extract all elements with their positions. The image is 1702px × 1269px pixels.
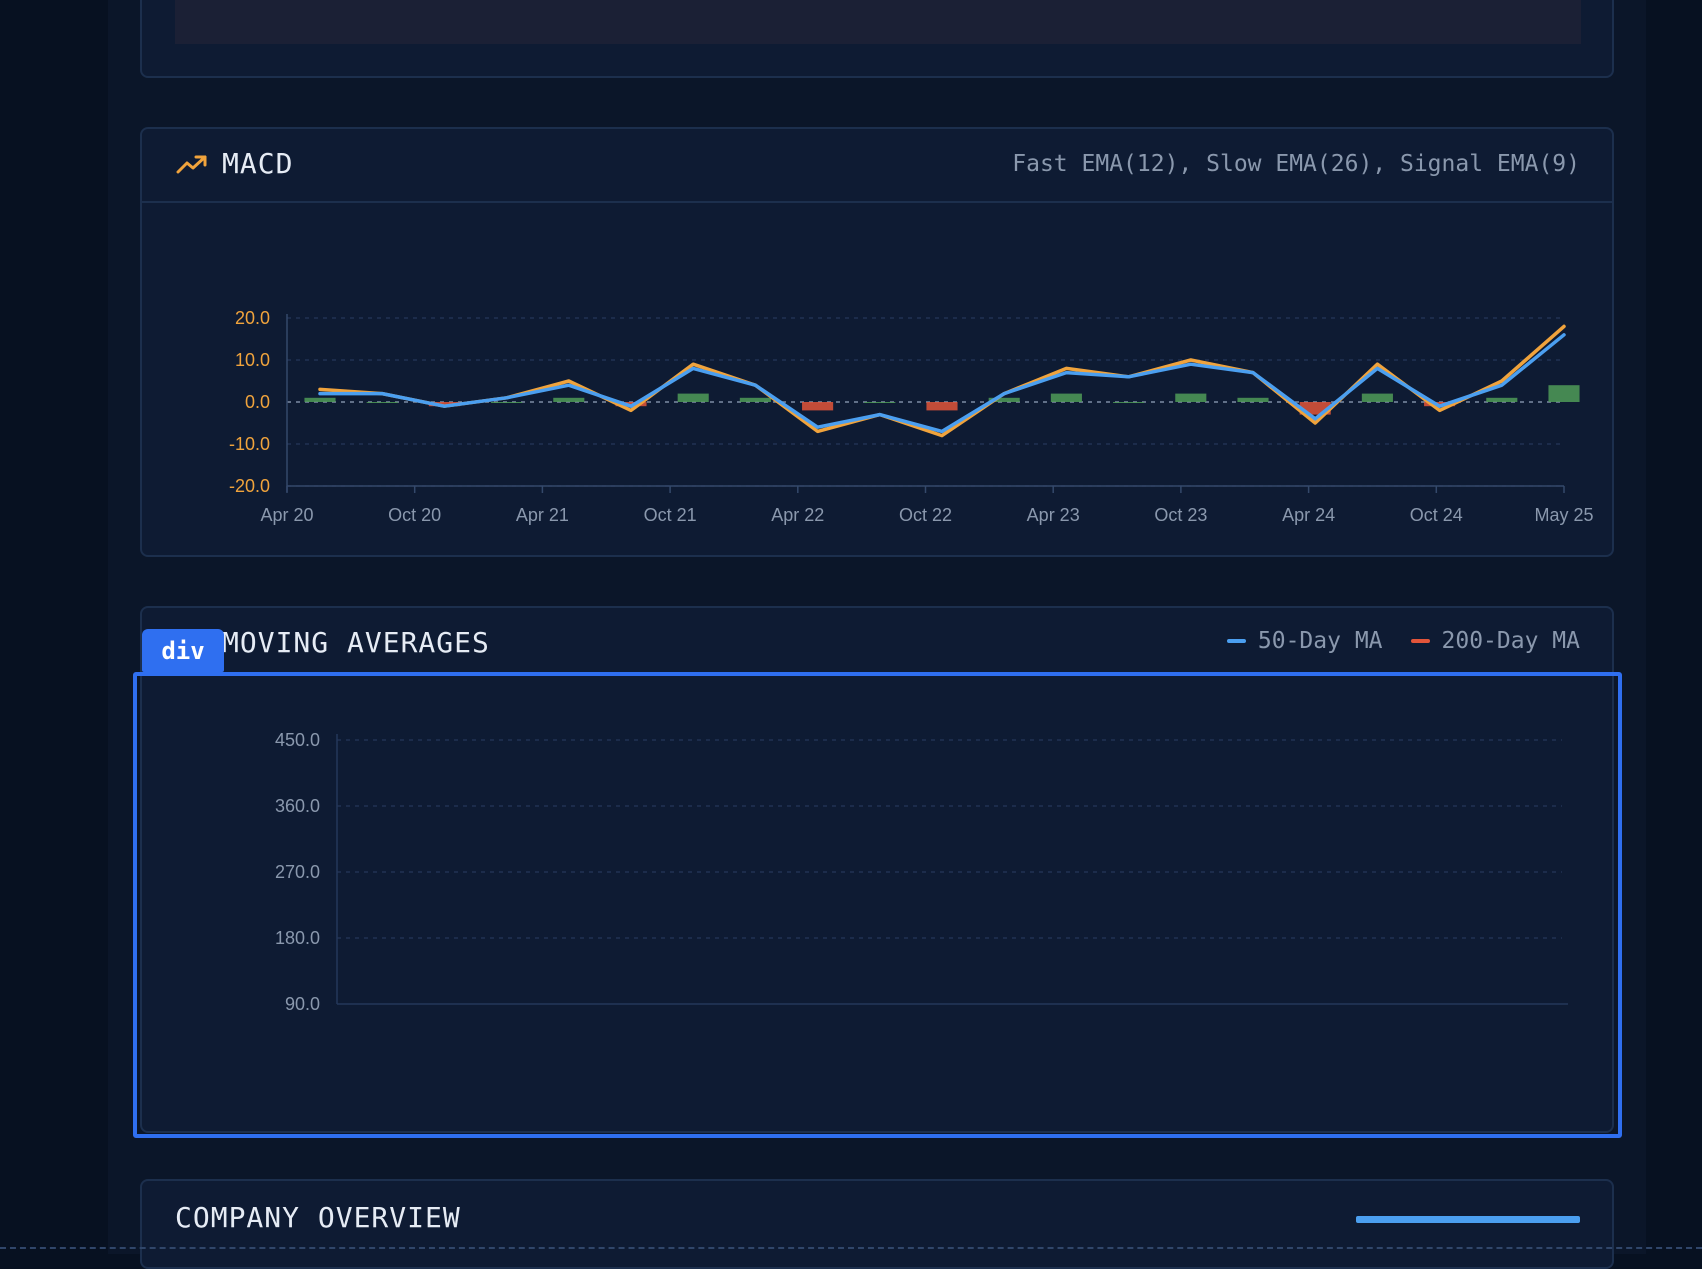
company-overview-card: COMPANY OVERVIEW (140, 1179, 1614, 1269)
histogram-bar (1424, 402, 1456, 407)
macd-title: MACD (222, 147, 294, 180)
histogram-bar (304, 397, 336, 402)
page-divider (0, 1247, 1702, 1249)
x-tick-label: Apr 23 (1027, 505, 1080, 525)
x-tick-label: May 25 (1534, 505, 1593, 525)
legend-swatch-50-day (1226, 639, 1246, 643)
macd-card-header: MACD Fast EMA(12), Slow EMA(26), Signal … (142, 129, 1612, 203)
y-tick-label: 270.0 (275, 862, 320, 882)
histogram-bar (926, 402, 958, 411)
macd-line (318, 324, 1566, 438)
histogram-bar (553, 397, 585, 402)
inspector-tag: div (142, 629, 224, 672)
histogram-bar (615, 402, 647, 407)
moving-averages-chart: 450.0 360.0 270.0 180.0 90.0 (275, 730, 1568, 1014)
histogram-bar (739, 397, 771, 402)
y-tick-label: 0.0 (245, 392, 270, 412)
trending-up-icon (176, 155, 207, 174)
y-tick-label: 10.0 (235, 350, 270, 370)
histogram-bar (864, 402, 896, 403)
y-tick-label: 180.0 (275, 928, 320, 948)
y-tick-label: -20.0 (229, 476, 270, 496)
histogram-bar (1050, 393, 1082, 402)
histogram-bar (988, 397, 1020, 402)
legend-item-50-day: 50-Day MA (1226, 628, 1383, 654)
macd-card: MACD Fast EMA(12), Slow EMA(26), Signal … (140, 127, 1614, 557)
legend-label-200-day: 200-Day MA (1441, 628, 1580, 654)
y-tick-label: 450.0 (275, 730, 320, 750)
x-tick-label: Apr 22 (771, 505, 824, 525)
inspector-highlight (133, 672, 1622, 1138)
company-overview-title: COMPANY OVERVIEW (175, 1201, 461, 1234)
moving-averages-card: MOVING AVERAGES 50-Day MA 200-Day MA 450… (140, 606, 1614, 1133)
histogram-bar (677, 393, 709, 402)
histogram-bar (1361, 393, 1393, 402)
histogram-bar (428, 402, 460, 407)
histogram-bar (1175, 393, 1207, 402)
signal-line (318, 333, 1566, 434)
macd-chart: 20.0 10.0 0.0 -10.0 -20.0 Apr 20 Oct 20 Apr 21 O… (229, 308, 1594, 525)
company-overview-bar (1356, 1216, 1580, 1223)
histogram-bar (366, 402, 398, 403)
y-tick-label: 20.0 (235, 308, 270, 328)
legend-item-200-day: 200-Day MA (1410, 628, 1580, 654)
macd-subtitle: Fast EMA(12), Slow EMA(26), Signal EMA(9… (1012, 151, 1580, 177)
x-tick-label: Oct 20 (388, 505, 441, 525)
histogram-bar (802, 402, 834, 411)
legend-swatch-200-day (1410, 639, 1430, 643)
y-tick-label: -10.0 (229, 434, 270, 454)
top-card (140, 0, 1614, 78)
y-tick-label: 360.0 (275, 796, 320, 816)
top-card-placeholder (175, 0, 1581, 44)
histogram-bar (1548, 385, 1580, 402)
x-tick-label: Apr 24 (1282, 505, 1335, 525)
x-tick-label: Apr 20 (260, 505, 313, 525)
histogram-bar (1113, 402, 1145, 403)
moving-averages-card-header: MOVING AVERAGES 50-Day MA 200-Day MA (142, 608, 1612, 682)
x-tick-label: Oct 22 (899, 505, 952, 525)
x-tick-label: Oct 23 (1154, 505, 1207, 525)
histogram-bar (491, 402, 523, 403)
x-tick-label: Apr 21 (516, 505, 569, 525)
histogram-bar (1237, 397, 1269, 402)
x-tick-label: Oct 24 (1410, 505, 1463, 525)
moving-averages-title: MOVING AVERAGES (222, 626, 490, 659)
x-tick-label: Oct 21 (644, 505, 697, 525)
legend-label-50-day: 50-Day MA (1257, 628, 1383, 654)
moving-averages-legend: 50-Day MA 200-Day MA (1226, 628, 1580, 654)
y-tick-label: 90.0 (285, 994, 320, 1014)
histogram-bar (1486, 397, 1518, 402)
